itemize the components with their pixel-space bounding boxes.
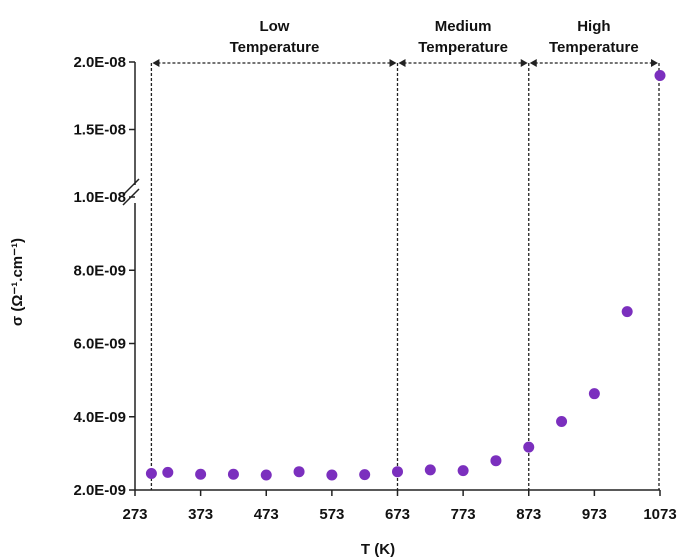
data-point	[457, 465, 469, 477]
data-point	[195, 468, 207, 480]
y-tick-label: 6.0E-09	[73, 336, 126, 353]
data-points	[145, 70, 666, 481]
region-arrowhead	[651, 59, 658, 67]
data-point	[621, 306, 633, 318]
data-point	[523, 441, 535, 453]
data-point	[588, 388, 600, 400]
y-tick-label: 2.0E-09	[73, 482, 126, 499]
region-arrowhead	[389, 59, 397, 67]
data-point	[227, 468, 239, 480]
region-arrowhead	[520, 59, 528, 67]
y-tick-label: 4.0E-09	[73, 409, 126, 426]
region-label: Temperature	[418, 39, 508, 56]
data-point	[293, 466, 305, 478]
x-tick-label: 773	[451, 506, 476, 523]
region-arrowhead	[398, 59, 406, 67]
data-point	[556, 416, 568, 428]
axes	[122, 61, 661, 496]
region-label: High	[577, 18, 610, 35]
region-boundaries	[150, 63, 660, 490]
y-tick-label: 8.0E-09	[73, 262, 126, 279]
data-point	[424, 464, 436, 476]
data-point	[359, 469, 371, 481]
x-tick-label: 973	[582, 506, 607, 523]
data-point	[326, 469, 338, 481]
region-label: Medium	[435, 18, 492, 35]
region-label: Temperature	[230, 39, 320, 56]
region-label: Temperature	[549, 39, 639, 56]
x-tick-label: 573	[319, 506, 344, 523]
data-point	[260, 469, 272, 481]
y-tick-label: 1.0E-08	[73, 189, 126, 206]
x-tick-label: 373	[188, 506, 213, 523]
x-tick-label: 473	[254, 506, 279, 523]
y-axis-break-mark	[122, 178, 140, 196]
data-point	[654, 70, 666, 81]
y-tick-label: 2.0E-08	[73, 54, 126, 71]
region-label: Low	[259, 18, 289, 35]
tick-labels: 2.0E-09 4.0E-09 6.0E-09 8.0E-09 1.0E-08 1.5E-…	[73, 54, 676, 523]
data-point	[392, 466, 403, 478]
x-tick-label: 1073	[643, 506, 676, 523]
region-arrowhead	[152, 59, 160, 67]
x-tick-label: 673	[385, 506, 410, 523]
x-tick-label: 873	[516, 506, 541, 523]
y-tick-label: 1.5E-08	[73, 122, 126, 139]
x-axis-label: T (K)	[361, 541, 395, 558]
x-tick-label: 273	[122, 506, 147, 523]
region-arrowhead	[529, 59, 537, 67]
y-axis-label: σ (Ω⁻¹.cm⁻¹)	[9, 238, 26, 326]
data-point	[145, 468, 157, 480]
region-labels: Low Temperature Medium Temperature High Tempe…	[152, 18, 658, 67]
data-point	[162, 466, 174, 478]
data-point	[490, 455, 502, 467]
